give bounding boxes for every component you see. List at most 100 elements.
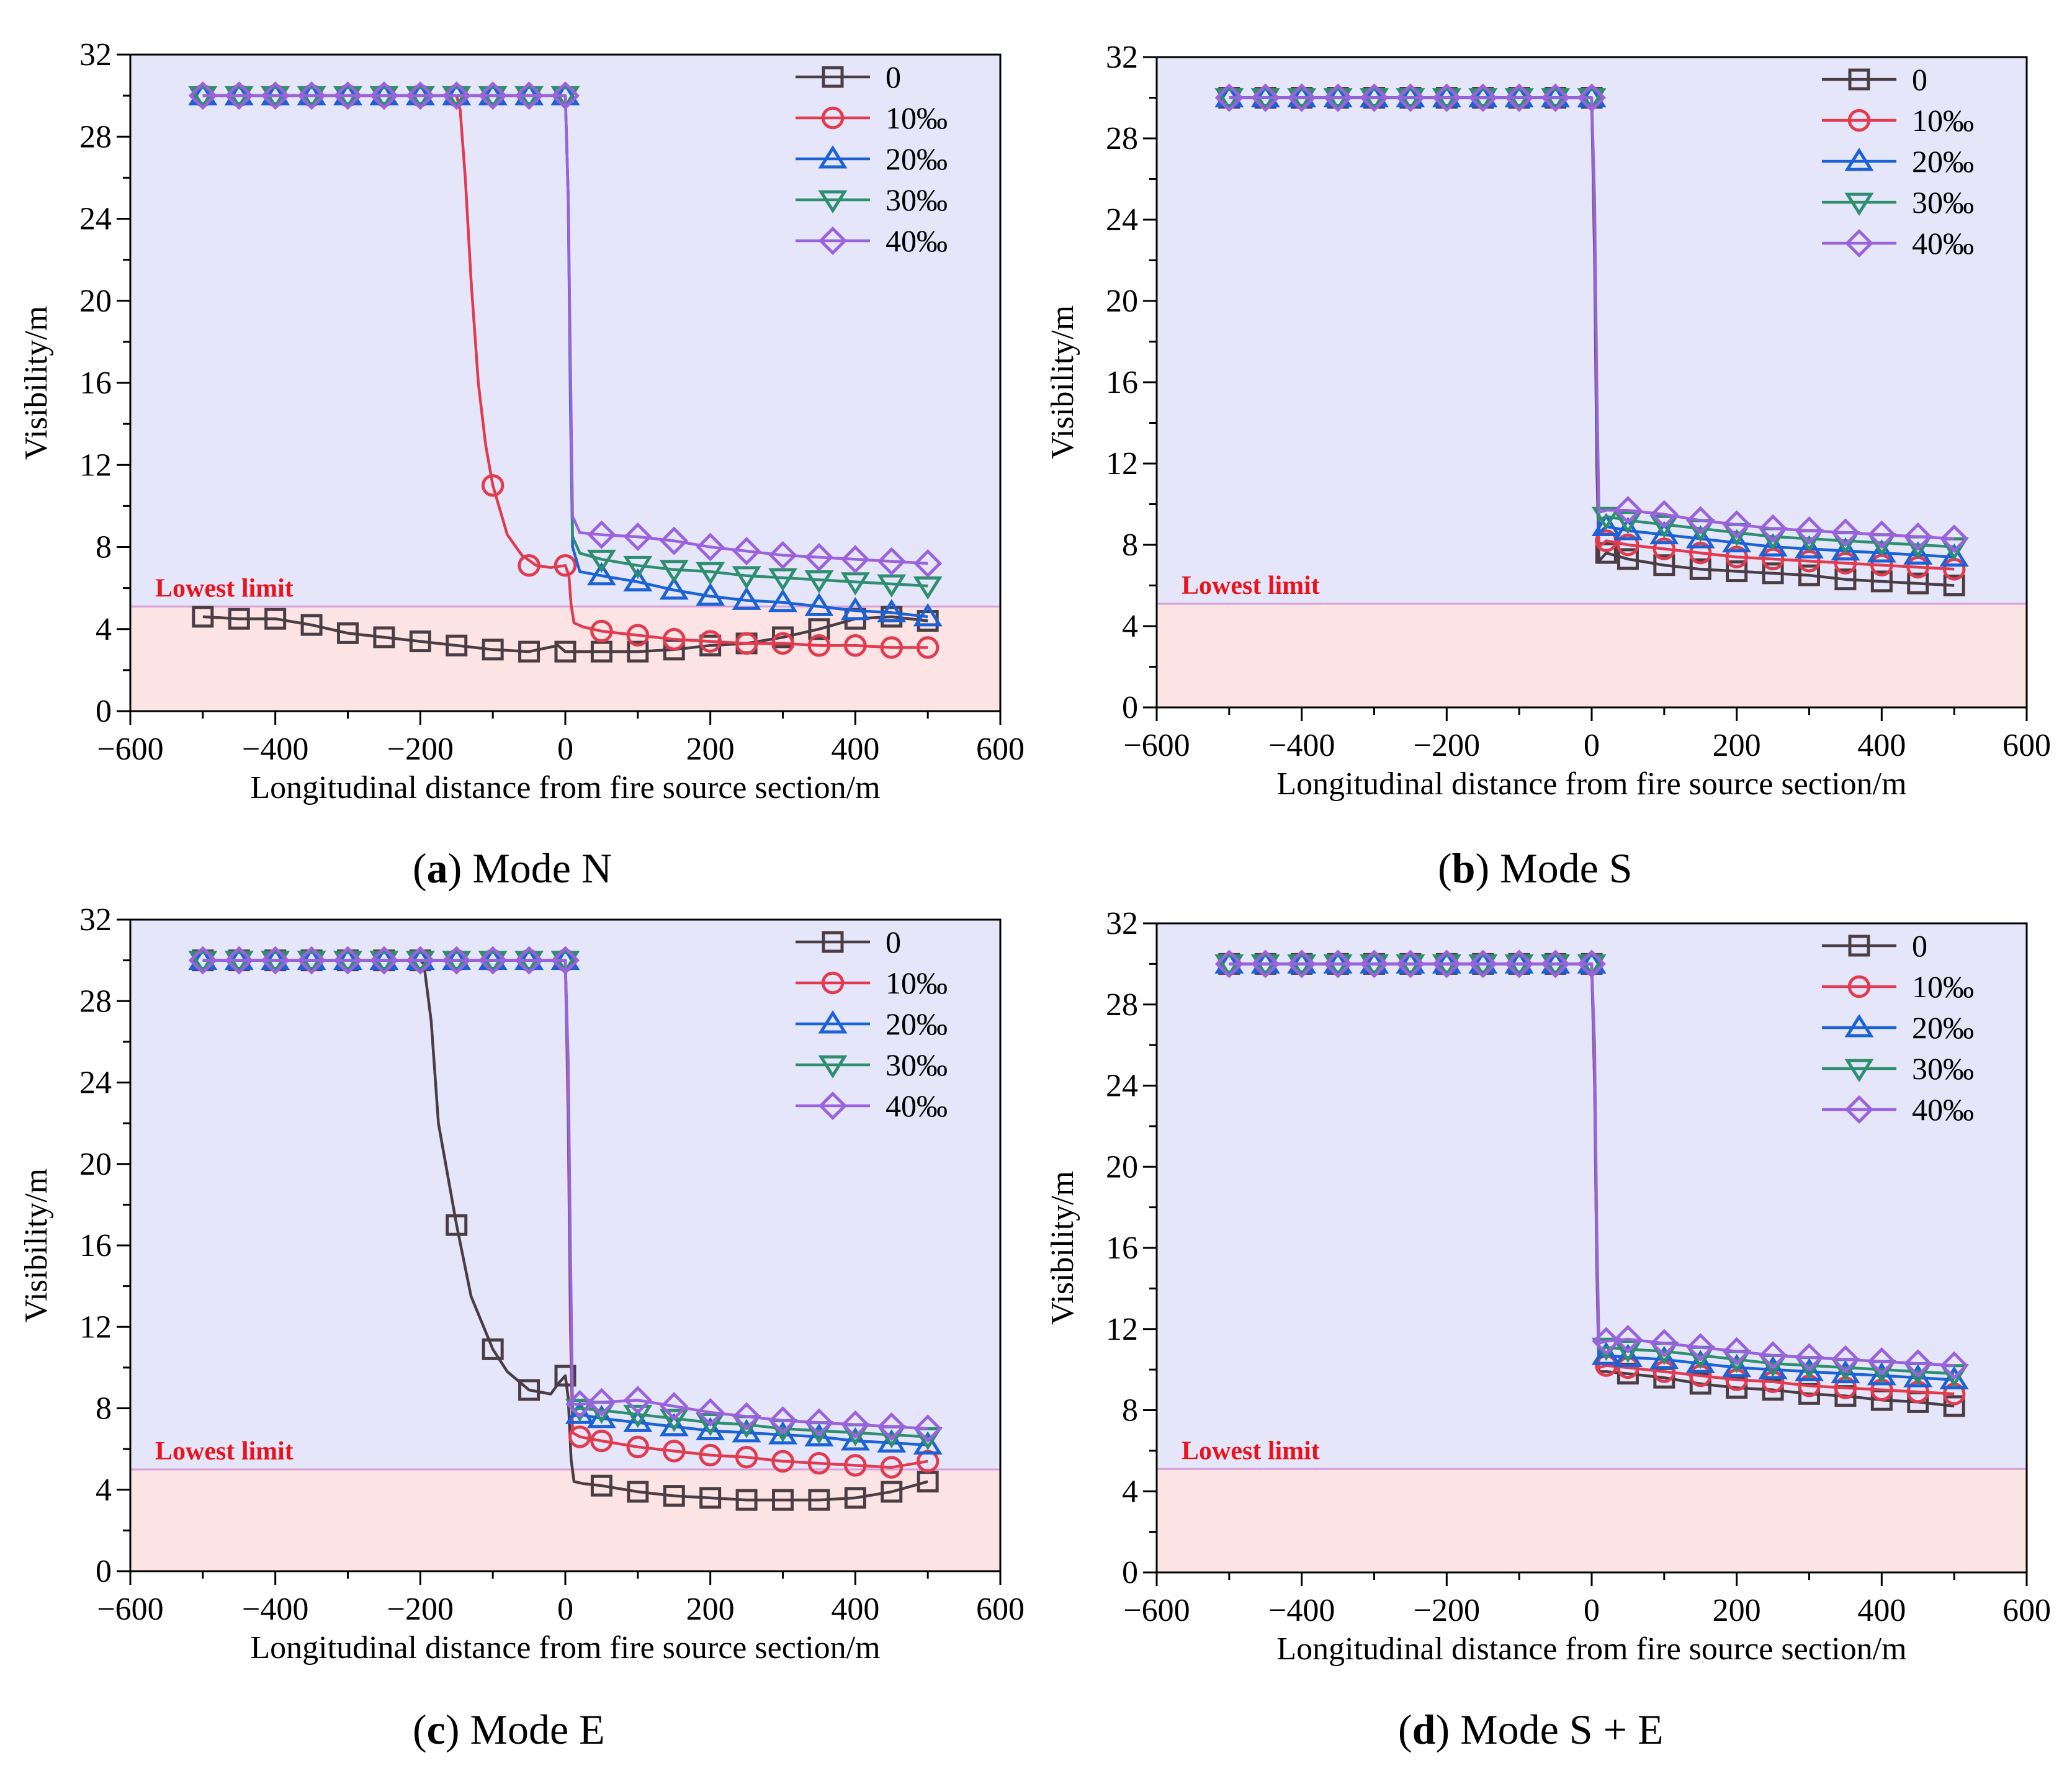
data-point-marker	[913, 1431, 943, 1455]
data-point-marker	[1468, 83, 1497, 112]
y-tick-label: 32	[79, 902, 112, 938]
legend-label: 30‰	[1912, 1051, 1974, 1086]
caption-text: Mode E	[470, 1706, 605, 1753]
data-point-marker	[821, 106, 845, 130]
data-point-marker	[554, 554, 577, 577]
x-tick-label: 0	[557, 1592, 573, 1627]
y-tick-label: 0	[1122, 690, 1138, 725]
data-point-marker	[771, 632, 794, 655]
data-point-marker	[1722, 510, 1751, 539]
data-point-marker	[808, 1489, 830, 1511]
data-point-marker	[337, 622, 359, 644]
y-tick-label: 24	[79, 1065, 112, 1101]
x-tick-label: −200	[387, 1592, 454, 1627]
y-tick-label: 20	[1106, 1149, 1138, 1185]
data-point-marker	[1613, 496, 1643, 525]
legend-item: 10‰	[1822, 103, 1974, 138]
legend-label: 40‰	[886, 223, 948, 258]
y-tick-label: 20	[79, 1147, 112, 1182]
data-point-marker	[804, 1423, 834, 1446]
data-point-marker	[225, 946, 254, 975]
y-tick-label: 32	[1106, 40, 1138, 75]
data-point-marker	[1831, 1360, 1860, 1384]
x-tick-label: 400	[831, 1592, 879, 1627]
caption-text: Mode S + E	[1460, 1706, 1664, 1753]
series-line	[1229, 962, 1955, 1367]
data-point-marker	[300, 614, 323, 636]
y-tick-label: 20	[1106, 284, 1138, 319]
y-tick-label: 12	[79, 447, 112, 483]
data-point-marker	[1595, 542, 1617, 564]
legend-label: 40‰	[1912, 226, 1974, 261]
x-tick-label: −200	[1414, 1593, 1480, 1628]
data-point-marker	[1762, 562, 1784, 585]
data-point-marker	[663, 1440, 686, 1463]
data-point-marker	[1844, 1014, 1874, 1038]
data-point-marker	[297, 946, 326, 975]
data-point-marker	[482, 639, 504, 661]
data-point-marker	[818, 1055, 848, 1078]
data-point-marker	[840, 1427, 870, 1451]
data-point-marker	[1795, 535, 1824, 558]
data-point-marker	[1798, 564, 1820, 586]
series-4	[1214, 949, 1969, 1380]
data-point-marker	[840, 597, 870, 621]
data-point-marker	[818, 145, 848, 169]
y-tick-label: 28	[1106, 121, 1138, 156]
data-point-marker	[1844, 1059, 1874, 1082]
chart-panel-a: Lowest limit−600 −400 −200 0 200 400 600048121…	[19, 37, 1025, 805]
data-point-marker	[446, 634, 468, 657]
data-point-marker	[1214, 949, 1244, 979]
data-point-marker	[1722, 529, 1752, 553]
y-tick-label: 24	[1106, 1069, 1138, 1104]
series-line	[202, 959, 928, 1502]
y-tick-label: 0	[1122, 1555, 1138, 1590]
data-point-marker	[916, 636, 940, 659]
y-tick-label: 16	[1106, 1231, 1138, 1266]
series-4	[1214, 83, 1969, 554]
data-point-marker	[1324, 949, 1353, 979]
data-point-marker	[913, 1414, 943, 1443]
data-point-marker	[807, 1451, 831, 1475]
data-point-marker	[1759, 1341, 1788, 1370]
caption-label: a	[426, 845, 448, 892]
data-point-marker	[518, 554, 540, 577]
y-axis-label: Visibility/m	[1045, 305, 1080, 459]
data-point-marker	[696, 1398, 725, 1427]
caption-label: c	[426, 1706, 446, 1753]
y-tick-label: 16	[79, 1228, 112, 1263]
caption-text: Mode S	[1500, 845, 1633, 892]
data-point-marker	[587, 1388, 616, 1417]
data-point-marker	[699, 1487, 722, 1509]
legend-item: 20‰	[796, 141, 948, 176]
x-tick-label: −400	[242, 1592, 308, 1627]
below-limit-region	[1157, 603, 2027, 707]
legend-label: 0	[886, 60, 901, 94]
x-tick-label: 600	[2002, 728, 2051, 763]
legend-item: 40‰	[796, 223, 948, 258]
legend-label: 20‰	[1912, 144, 1974, 179]
data-point-marker	[1831, 537, 1860, 561]
data-point-marker	[1613, 517, 1643, 540]
data-point-marker	[1685, 1350, 1715, 1373]
legend: 0 10‰ 20‰ 30‰ 40‰	[1822, 928, 1974, 1127]
data-point-marker	[880, 636, 903, 659]
data-point-marker	[1725, 545, 1748, 568]
caption-text: Mode N	[472, 845, 612, 892]
legend-label: 20‰	[886, 1007, 948, 1041]
data-point-marker	[514, 946, 544, 975]
x-tick-label: 200	[686, 1592, 735, 1627]
data-point-marker	[1844, 148, 1874, 171]
data-point-marker	[1758, 533, 1788, 557]
caption-label: d	[1412, 1706, 1436, 1753]
data-point-marker	[406, 946, 435, 975]
data-point-marker	[333, 81, 362, 110]
data-point-marker	[1844, 1095, 1874, 1124]
data-point-marker	[804, 593, 834, 616]
x-tick-label: 200	[686, 732, 735, 767]
data-point-marker	[660, 1392, 689, 1421]
lowest-limit-label: Lowest limit	[155, 574, 294, 603]
data-point-marker	[1759, 514, 1788, 543]
data-point-marker	[1613, 1325, 1643, 1354]
data-point-marker	[732, 566, 761, 590]
